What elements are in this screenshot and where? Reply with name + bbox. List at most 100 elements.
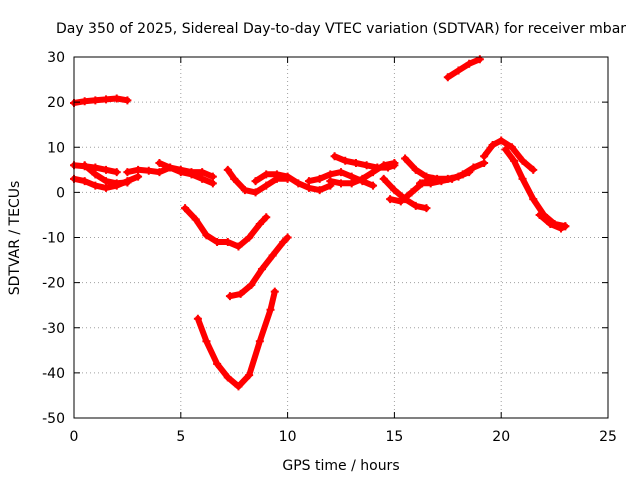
data-point-marker (191, 215, 200, 224)
data-point-marker (91, 163, 100, 172)
data-point-marker (208, 179, 217, 188)
data-point-marker (507, 143, 516, 152)
data-point-marker (315, 174, 324, 183)
series-arc-5 (80, 161, 132, 188)
series-arc-2 (443, 55, 484, 82)
y-tick-label: 20 (47, 95, 65, 111)
data-point-marker (362, 161, 371, 170)
data-point-marker (497, 136, 506, 145)
data-point-marker (379, 174, 388, 183)
data-point-marker (465, 59, 474, 68)
data-point-marker (234, 242, 243, 251)
data-point-marker (247, 280, 256, 289)
data-point-marker (91, 96, 100, 105)
data-point-marker (112, 94, 121, 103)
data-point-marker (401, 154, 410, 163)
data-point-marker (181, 204, 190, 213)
series-trace (182, 205, 270, 250)
x-axis-label: GPS time / hours (282, 458, 399, 474)
data-point-marker (557, 224, 566, 233)
series-arc-18 (501, 145, 570, 231)
data-point-marker (245, 371, 254, 380)
data-series (70, 55, 570, 391)
data-point-marker (187, 168, 196, 177)
data-point-marker (304, 177, 313, 186)
series-trace (444, 56, 483, 81)
y-tick-label: 10 (47, 140, 65, 156)
data-point-marker (236, 289, 245, 298)
data-point-marker (123, 168, 132, 177)
data-point-marker (245, 233, 254, 242)
chart-title: Day 350 of 2025, Sidereal Day-to-day VTE… (56, 21, 626, 37)
data-point-marker (155, 168, 164, 177)
data-point-marker (535, 210, 544, 219)
data-point-marker (422, 204, 431, 213)
data-point-marker (341, 156, 350, 165)
data-point-marker (458, 170, 467, 179)
data-point-marker (198, 168, 207, 177)
data-point-marker (102, 95, 111, 104)
data-point-marker (223, 373, 232, 382)
data-point-marker (480, 159, 489, 168)
axes: 0 5 10 15 20 25 -50 -40 -30 -20 -10 0 10 20 30 (42, 50, 617, 445)
series-arc-20 (181, 204, 271, 251)
data-point-marker (144, 166, 153, 175)
data-point-marker (223, 238, 232, 247)
y-tick-label: -40 (42, 366, 65, 382)
data-point-marker (510, 156, 519, 165)
data-point-marker (315, 186, 324, 195)
data-point-marker (268, 251, 277, 260)
data-point-marker (213, 238, 222, 247)
data-point-marker (102, 183, 111, 192)
data-point-marker (270, 287, 279, 296)
y-tick-label: -20 (42, 276, 65, 292)
series-arc-1 (70, 94, 132, 108)
series-trace (481, 137, 537, 173)
data-point-marker (251, 177, 260, 186)
data-point-marker (102, 177, 111, 186)
data-point-marker (80, 177, 89, 186)
data-point-marker (225, 292, 234, 301)
data-point-marker (561, 222, 570, 231)
data-point-marker (91, 181, 100, 190)
data-point-marker (80, 161, 89, 170)
data-point-marker (230, 174, 239, 183)
y-axis-label: SDTVAR / TECUs (7, 181, 23, 296)
data-point-marker (422, 172, 431, 181)
data-point-marker (251, 188, 260, 197)
data-point-marker (266, 305, 275, 314)
y-tick-label: -10 (42, 231, 65, 247)
y-tick-label: -30 (42, 321, 65, 337)
x-tick-label: 20 (492, 429, 510, 445)
data-point-marker (488, 140, 497, 149)
data-point-marker (529, 165, 538, 174)
x-tick-label: 0 (70, 429, 79, 445)
data-point-marker (443, 73, 452, 82)
series-trace (194, 288, 278, 390)
data-point-marker (326, 177, 335, 186)
data-point-marker (518, 174, 527, 183)
data-point-marker (123, 96, 132, 105)
data-point-marker (198, 174, 207, 183)
data-point-marker (480, 152, 489, 161)
data-point-marker (123, 178, 132, 187)
data-point-marker (529, 195, 538, 204)
data-point-marker (134, 165, 143, 174)
data-point-marker (240, 186, 249, 195)
data-point-marker (326, 170, 335, 179)
data-point-marker (279, 238, 288, 247)
data-point-marker (358, 174, 367, 183)
data-point-marker (255, 219, 264, 228)
data-point-marker (469, 163, 478, 172)
series-arc-7 (155, 159, 217, 181)
data-point-marker (80, 97, 89, 106)
data-point-marker (283, 172, 292, 181)
data-point-marker (262, 181, 271, 190)
data-point-marker (347, 179, 356, 188)
data-point-marker (546, 219, 555, 228)
data-point-marker (166, 163, 175, 172)
x-tick-label: 25 (599, 429, 617, 445)
data-point-marker (91, 170, 100, 179)
series-arc-19 (535, 210, 570, 233)
